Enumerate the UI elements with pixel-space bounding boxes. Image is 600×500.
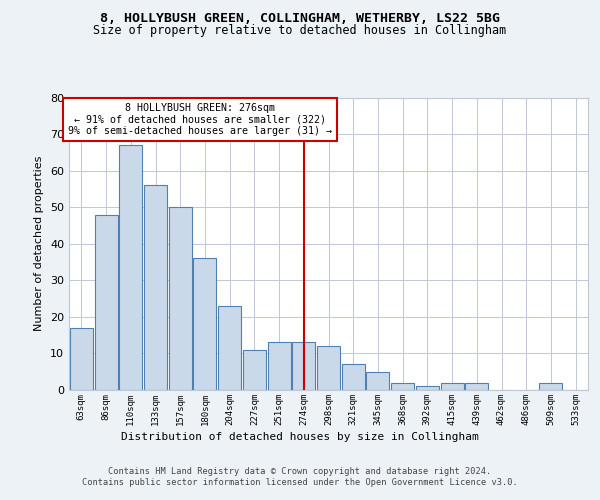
Y-axis label: Number of detached properties: Number of detached properties — [34, 156, 44, 332]
Bar — [292, 342, 315, 390]
Text: 8, HOLLYBUSH GREEN, COLLINGHAM, WETHERBY, LS22 5BG: 8, HOLLYBUSH GREEN, COLLINGHAM, WETHERBY… — [100, 12, 500, 26]
Bar — [95, 214, 118, 390]
Bar — [416, 386, 439, 390]
Bar — [367, 372, 389, 390]
Text: Contains HM Land Registry data © Crown copyright and database right 2024.
Contai: Contains HM Land Registry data © Crown c… — [82, 468, 518, 487]
Bar — [243, 350, 266, 390]
Bar — [193, 258, 217, 390]
Bar — [539, 382, 562, 390]
Bar — [317, 346, 340, 390]
Bar — [119, 145, 142, 390]
Text: 8 HOLLYBUSH GREEN: 276sqm
← 91% of detached houses are smaller (322)
9% of semi-: 8 HOLLYBUSH GREEN: 276sqm ← 91% of detac… — [68, 103, 332, 136]
Bar — [440, 382, 464, 390]
Text: Distribution of detached houses by size in Collingham: Distribution of detached houses by size … — [121, 432, 479, 442]
Bar — [169, 207, 192, 390]
Bar — [391, 382, 414, 390]
Bar — [342, 364, 365, 390]
Bar — [70, 328, 93, 390]
Bar — [144, 185, 167, 390]
Bar — [268, 342, 290, 390]
Bar — [218, 306, 241, 390]
Text: Size of property relative to detached houses in Collingham: Size of property relative to detached ho… — [94, 24, 506, 37]
Bar — [465, 382, 488, 390]
